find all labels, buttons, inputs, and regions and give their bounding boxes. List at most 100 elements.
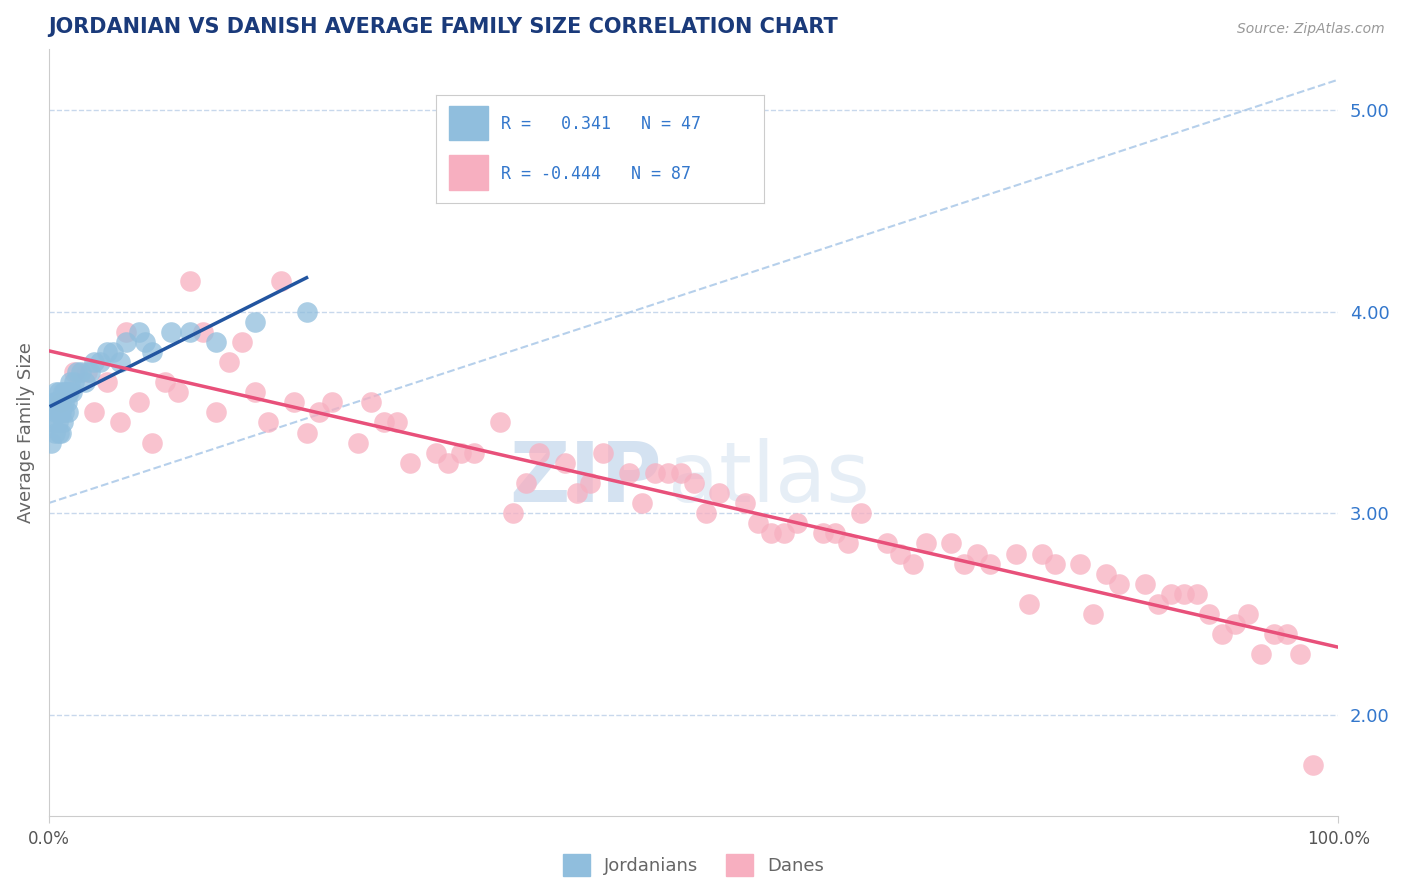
Point [1133,576,1156,591]
Point [66,365,89,379]
Point [115,334,138,349]
Point [48,405,70,419]
Point [46,416,69,430]
Point [89,355,111,369]
Point [53,395,76,409]
Point [243,315,266,329]
Point [1031,547,1053,561]
Point [52,385,75,400]
Point [1275,627,1298,641]
Point [1069,557,1091,571]
Point [1237,607,1260,621]
Point [218,355,240,369]
Point [385,416,408,430]
Point [48,385,70,400]
Point [63,375,86,389]
Point [695,506,717,520]
Point [56,385,79,400]
Point [1108,576,1130,591]
Point [108,416,131,430]
Point [45,395,67,409]
Point [160,325,183,339]
Point [76,365,98,379]
Point [96,344,118,359]
Point [1302,758,1324,772]
Point [53,405,76,419]
Point [437,456,460,470]
Point [824,526,846,541]
Point [1018,597,1040,611]
Point [1173,587,1195,601]
Point [617,466,640,480]
Point [243,385,266,400]
Point [141,435,163,450]
Point [851,506,873,520]
Point [51,405,73,419]
Point [205,334,228,349]
Point [83,355,105,369]
Point [515,475,537,490]
Point [682,475,704,490]
Point [44,425,66,440]
Point [56,405,79,419]
Point [231,334,253,349]
Point [398,456,420,470]
Point [786,516,808,531]
Point [128,325,150,339]
Point [79,365,101,379]
Point [1160,587,1182,601]
Point [489,416,512,430]
Point [44,405,66,419]
Point [55,395,77,409]
Point [39,435,62,450]
Point [1043,557,1066,571]
Point [554,456,576,470]
Point [425,445,447,459]
Point [59,375,82,389]
Point [876,536,898,550]
Point [889,547,911,561]
Point [193,325,215,339]
Point [463,445,485,459]
Point [141,344,163,359]
Point [295,304,318,318]
Point [60,385,83,400]
Point [1288,648,1310,662]
Point [709,486,731,500]
Point [979,557,1001,571]
Point [96,375,118,389]
Point [1083,607,1105,621]
Point [901,557,924,571]
Point [321,395,343,409]
Point [63,365,86,379]
Point [747,516,769,531]
Text: JORDANIAN VS DANISH AVERAGE FAMILY SIZE CORRELATION CHART: JORDANIAN VS DANISH AVERAGE FAMILY SIZE … [49,17,838,37]
Point [51,395,73,409]
Point [51,395,73,409]
Point [347,435,370,450]
Point [966,547,988,561]
Point [166,385,188,400]
Point [41,416,63,430]
Point [46,395,69,409]
Point [73,375,96,389]
Point [759,526,782,541]
Point [502,506,524,520]
Point [153,375,176,389]
Point [256,416,278,430]
Point [69,365,91,379]
Point [914,536,936,550]
Legend: Jordanians, Danes: Jordanians, Danes [555,847,831,883]
Point [283,395,305,409]
Point [1211,627,1233,641]
Point [1095,566,1118,581]
Point [83,405,105,419]
Point [51,425,73,440]
Point [567,486,589,500]
Point [811,526,834,541]
Point [360,395,382,409]
Point [128,395,150,409]
Point [53,385,76,400]
Point [657,466,679,480]
Point [579,475,602,490]
